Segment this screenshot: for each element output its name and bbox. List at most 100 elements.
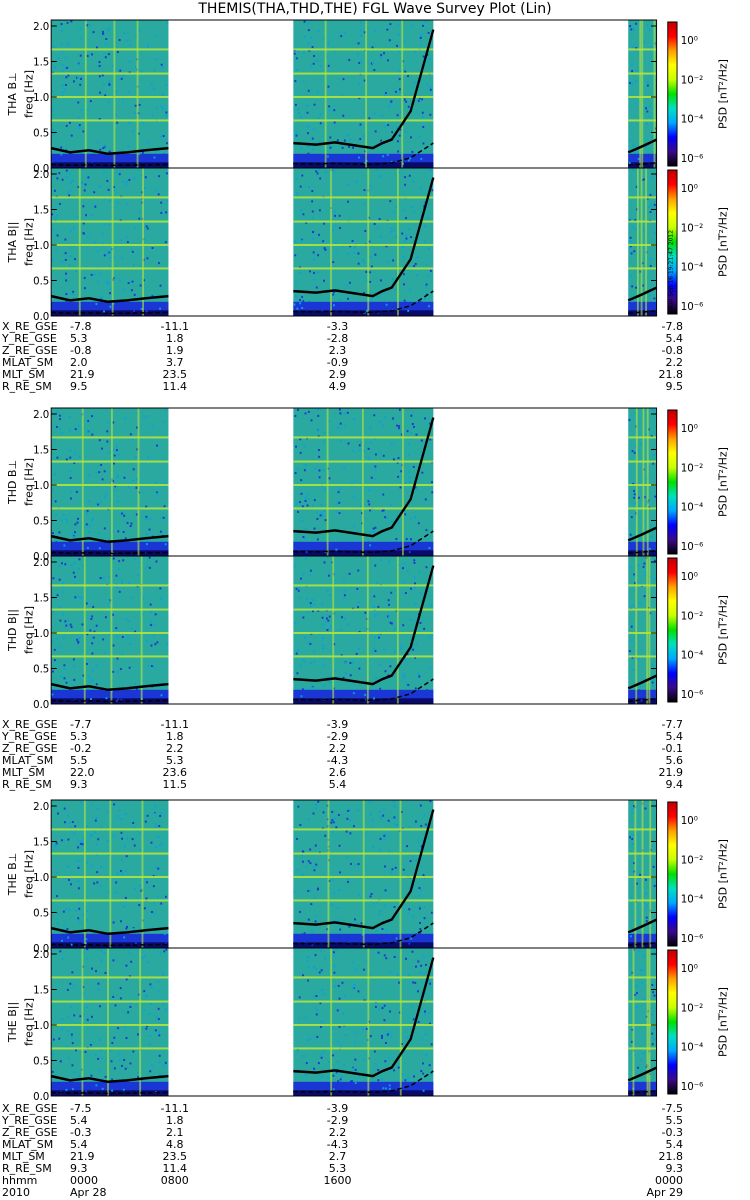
colorbar-tick-label: 10⁻² <box>681 461 703 474</box>
colorbar-tick-label: 10⁻⁴ <box>681 112 703 125</box>
spectrogram-speckle <box>333 920 336 923</box>
spectrogram-speckle <box>379 851 382 854</box>
spectrogram-speckle <box>71 1042 74 1045</box>
gyro-frequency-dashed-line <box>51 551 169 555</box>
spectrogram-speckle <box>406 1036 409 1039</box>
spectral-line <box>628 584 657 587</box>
spectrogram-speckle <box>143 907 146 910</box>
colorbar-label: PSD [nT²/Hz] <box>717 59 730 129</box>
spectrogram-speckle <box>108 83 111 86</box>
spectrogram-speckle <box>55 410 58 413</box>
noise-band-low <box>51 310 169 316</box>
y-tick-label: 1.0 <box>33 91 49 104</box>
spectrogram-speckle <box>82 130 85 133</box>
spectrogram-speckle <box>382 814 385 817</box>
spectrogram-speckle <box>369 148 371 151</box>
spectrogram-speckle <box>412 648 414 651</box>
spectrogram-speckle <box>430 911 433 914</box>
spectrogram-speckle <box>629 236 632 239</box>
spectrogram-speckle <box>138 103 141 106</box>
spectral-line <box>51 507 169 510</box>
spectrogram-speckle <box>139 561 142 564</box>
spectrogram-speckle <box>334 252 337 255</box>
spectrogram-speckle <box>161 66 164 69</box>
spectrogram-speckle <box>380 1078 383 1081</box>
spectrogram-speckle <box>651 1032 654 1035</box>
ephemeris-value: -3.9 <box>327 718 348 731</box>
spectrogram-speckle <box>648 547 651 550</box>
spectrogram-speckle <box>123 845 126 848</box>
spectrogram-speckle <box>54 844 57 847</box>
spectrogram-speckle <box>639 602 642 605</box>
spectrogram-speckle <box>393 628 396 631</box>
spectrogram-speckle <box>78 900 81 903</box>
spectrogram-speckle <box>115 699 118 702</box>
spectrogram-speckle <box>422 1072 425 1075</box>
spectrogram-speckle <box>396 140 399 143</box>
spectrogram-speckle <box>312 230 315 233</box>
spectrogram-speckle <box>384 306 387 309</box>
spectrogram-speckle <box>634 151 636 154</box>
spectrogram-speckle <box>74 452 76 455</box>
spectrogram-speckle <box>320 1056 323 1059</box>
spectrogram-speckle <box>425 1054 428 1057</box>
spectrogram-speckle <box>422 874 425 877</box>
spectrogram-speckle <box>339 422 342 425</box>
spectrogram-speckle <box>91 160 94 163</box>
spectrogram-speckle <box>406 569 409 572</box>
ephemeris-value: 3.7 <box>166 356 184 369</box>
spectrogram-speckle <box>631 285 634 288</box>
ephemeris-label: Y_RE_GSE <box>1 332 57 345</box>
spectrogram-speckle <box>83 70 85 73</box>
spectrogram-speckle <box>383 1019 386 1022</box>
spectrogram-speckle <box>407 912 410 915</box>
spectrogram-speckle <box>387 819 390 822</box>
noise-band-low <box>628 1090 657 1096</box>
spectrogram-speckle <box>412 180 415 183</box>
spectrogram-speckle <box>422 55 425 58</box>
spectrogram-speckle <box>112 530 115 533</box>
spectral-line <box>628 507 657 510</box>
spectrogram-speckle <box>380 139 383 142</box>
spectrogram-speckle <box>385 303 388 306</box>
spectrogram-speckle <box>63 924 66 927</box>
spectrogram-speckle <box>69 189 72 192</box>
spectrogram-speckle <box>413 693 415 696</box>
spectrogram-speckle <box>154 643 157 646</box>
spectrogram-speckle <box>634 575 636 578</box>
spectrogram-speckle <box>98 64 101 67</box>
spectrogram-speckle <box>87 176 90 179</box>
spectrogram-speckle <box>118 173 121 176</box>
spectrogram-speckle <box>108 601 111 604</box>
spectrogram-speckle <box>635 992 638 995</box>
spectrogram-speckle <box>297 649 299 652</box>
spectrogram-speckle <box>113 489 116 492</box>
spectrogram-speckle <box>310 903 313 906</box>
spectrogram-speckle <box>352 825 355 828</box>
spectrogram-speckle <box>116 476 119 479</box>
ephemeris-value: 2.3 <box>329 344 347 357</box>
spectrogram-speckle <box>403 209 406 212</box>
spectrogram-speckle <box>383 834 386 837</box>
spectrogram-speckle <box>62 306 65 309</box>
spectrogram-speckle <box>384 91 387 94</box>
spectral-line <box>293 655 434 658</box>
spectrogram-speckle <box>123 514 126 517</box>
spectrogram-speckle <box>354 918 356 921</box>
spectrogram-speckle <box>77 1082 80 1085</box>
spectrogram-speckle <box>424 417 426 420</box>
spectrogram-speckle <box>317 414 320 417</box>
spectral-spike <box>362 800 365 948</box>
spectrogram-speckle <box>310 889 312 892</box>
spectrogram-speckle <box>414 981 417 984</box>
spectral-spike <box>366 556 369 704</box>
spectrogram-speckle <box>389 871 392 874</box>
ephemeris-value: 9.3 <box>666 1162 684 1175</box>
spectrogram-speckle <box>364 698 367 701</box>
spectrogram-speckle <box>116 170 119 173</box>
spectrogram-speckle <box>62 613 65 616</box>
spectrogram-speckle <box>643 562 646 565</box>
spectrogram-speckle <box>99 500 102 503</box>
spectrogram-speckle <box>392 816 395 819</box>
